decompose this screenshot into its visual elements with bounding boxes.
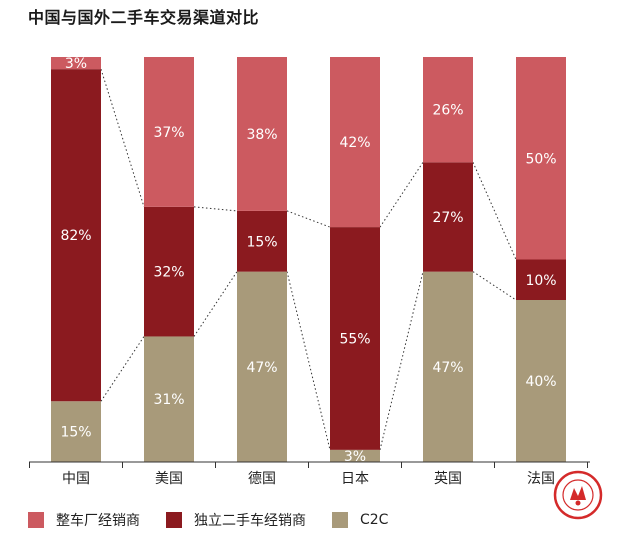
x-tick-label: 德国 (248, 471, 276, 487)
bar-segment (51, 69, 101, 402)
value-label: 3% (65, 56, 87, 72)
bar-segment (237, 210, 287, 272)
bar-segment (516, 57, 566, 260)
legend-swatch-c2c (332, 512, 348, 528)
connector-line (472, 162, 517, 260)
bar-segment (51, 401, 101, 462)
value-label: 38% (246, 127, 277, 143)
x-tick-label: 英国 (434, 470, 462, 487)
value-label: 82% (60, 228, 91, 244)
legend-swatch-independent-dealer (166, 512, 182, 528)
value-label: 55% (339, 331, 370, 347)
connector-line (193, 271, 238, 337)
value-label: 15% (60, 425, 91, 441)
bar-segment (423, 271, 473, 462)
legend-label-c2c: C2C (360, 512, 389, 528)
bar-segment (423, 57, 473, 163)
legend-label-independent-dealer: 独立二手车经销商 (194, 513, 306, 529)
legend-item-independent-dealer: 独立二手车经销商 (166, 510, 306, 530)
connector-line (193, 206, 238, 212)
seal-logo-icon (553, 470, 603, 520)
x-tick-label: 中国 (62, 471, 90, 487)
bar-segment (51, 57, 101, 70)
x-tick-label: 美国 (155, 471, 183, 487)
x-tick-label: 日本 (341, 471, 369, 487)
legend: 整车厂经销商 独立二手车经销商 C2C (28, 510, 414, 530)
stacked-bar-chart: 15% 82% 3% 31% 32% 37% 47% 15% 38% 3% 55% 42% 47% 27%… (29, 56, 590, 487)
bar-segment (330, 227, 380, 450)
bar-segment (330, 57, 380, 228)
bar-segment (144, 336, 194, 462)
legend-swatch-oem-dealer (28, 512, 44, 528)
legend-label-oem-dealer: 整车厂经销商 (56, 513, 140, 529)
chart-title: 中国与国外二手车交易渠道对比 (28, 8, 260, 27)
connector-line (100, 69, 145, 207)
legend-item-oem-dealer: 整车厂经销商 (28, 510, 140, 530)
value-label: 37% (153, 125, 184, 141)
value-label: 32% (153, 265, 184, 281)
connector-line (286, 210, 331, 228)
connector-lines (100, 69, 517, 450)
bar-segment (516, 259, 566, 300)
value-label: 10% (525, 273, 556, 289)
bar-segment (144, 206, 194, 337)
value-label: 42% (339, 135, 370, 151)
value-label: 15% (246, 234, 277, 250)
value-label: 27% (432, 210, 463, 226)
bars (51, 57, 566, 462)
legend-item-c2c: C2C (332, 512, 388, 528)
connector-line (379, 271, 424, 450)
connector-line (100, 336, 145, 402)
bar-segment (144, 57, 194, 207)
value-label: 3% (344, 449, 366, 465)
connector-line (379, 162, 424, 228)
value-labels: 15% 82% 3% 31% 32% 37% 47% 15% 38% 3% 55% 42% 47% 27%… (60, 56, 556, 465)
bar-segment (237, 57, 287, 211)
connector-line (286, 271, 331, 450)
value-label: 47% (246, 360, 277, 376)
value-label: 47% (432, 360, 463, 376)
x-tick-label: 法国 (527, 471, 555, 487)
value-label: 31% (153, 392, 184, 408)
bar-segment (330, 449, 380, 462)
x-axis: 中国 美国 德国 日本 英国 法国 (29, 461, 590, 487)
bar-segment (423, 162, 473, 272)
connector-line (472, 271, 517, 301)
value-label: 26% (432, 103, 463, 119)
value-label: 50% (525, 151, 556, 167)
bar-segment (516, 300, 566, 462)
value-label: 40% (525, 374, 556, 390)
bar-segment (237, 271, 287, 462)
